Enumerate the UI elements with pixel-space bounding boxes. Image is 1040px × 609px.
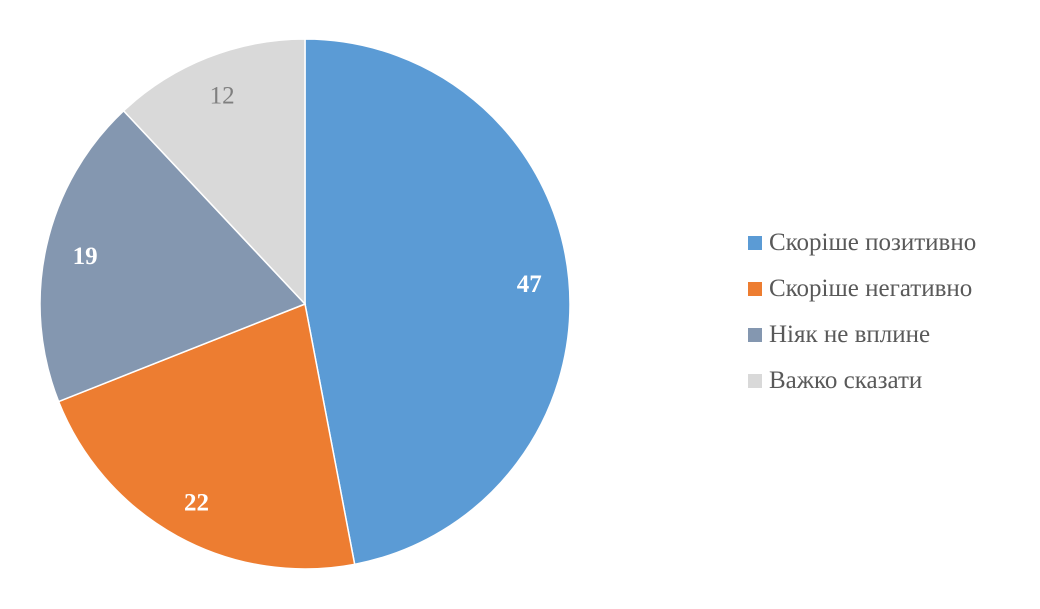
- pie-slice: [122, 38, 306, 306]
- legend-item: Скоріше негативно: [748, 266, 976, 312]
- data-label: 12: [210, 83, 235, 110]
- legend-label: Скоріше негативно: [769, 275, 973, 302]
- data-label: 22: [184, 489, 209, 516]
- legend-swatch: [748, 374, 762, 388]
- legend: Скоріше позитивно Скоріше негативно Ніяк…: [748, 220, 976, 404]
- legend-item: Скоріше позитивно: [748, 220, 976, 266]
- legend-label: Ніяк не вплине: [769, 321, 931, 348]
- pie-slice: [39, 109, 307, 403]
- legend-item: Ніяк не вплине: [748, 312, 976, 358]
- legend-swatch: [748, 328, 762, 342]
- pie-slice: [57, 302, 356, 570]
- pie-slice: [304, 38, 571, 566]
- legend-label: Важко сказати: [769, 367, 923, 394]
- legend-label: Скоріше позитивно: [769, 229, 977, 256]
- data-label: 19: [73, 243, 98, 270]
- legend-swatch: [748, 282, 762, 296]
- legend-item: Важко сказати: [748, 358, 976, 404]
- legend-swatch: [748, 236, 762, 250]
- data-label: 47: [517, 271, 542, 298]
